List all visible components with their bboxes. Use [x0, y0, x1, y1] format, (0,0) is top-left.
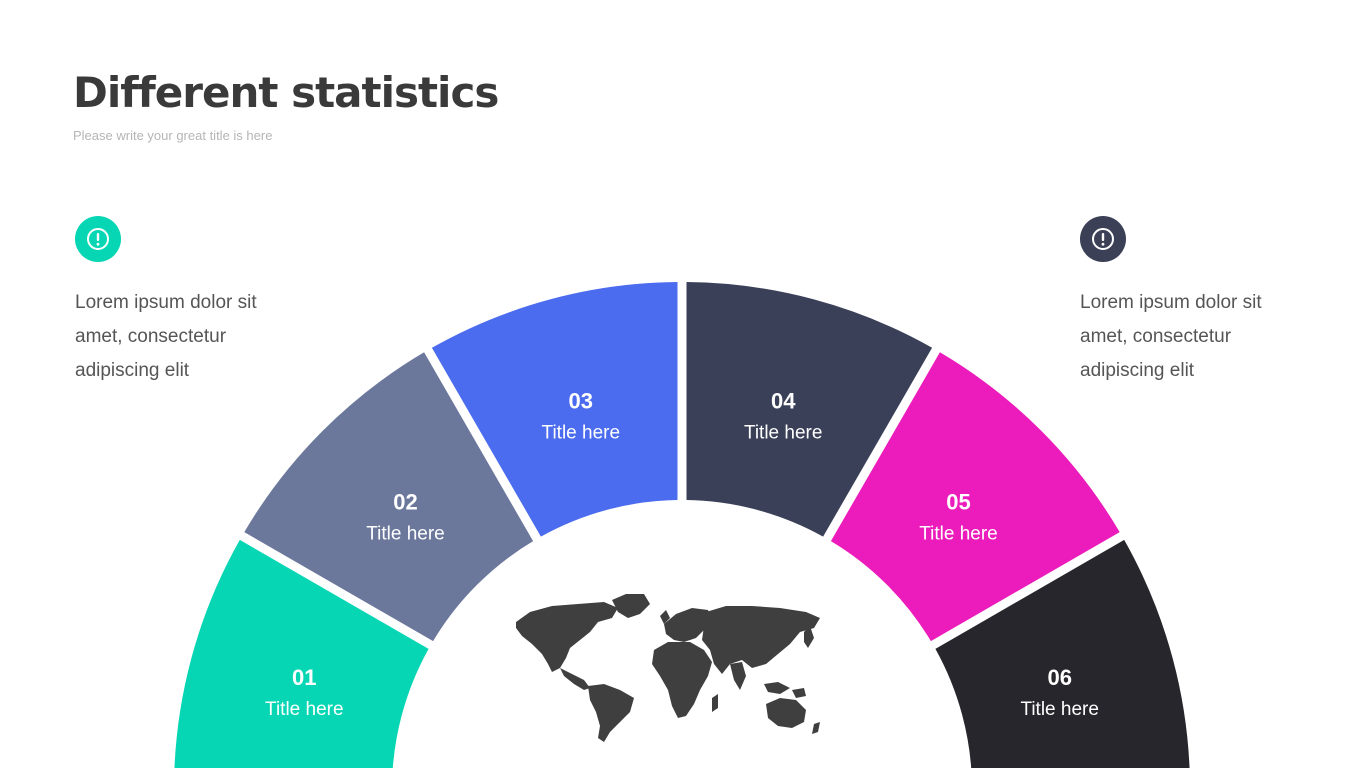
segment-number: 01: [292, 665, 316, 690]
segment-05: 05 Title here: [830, 352, 1120, 642]
exclamation-icon: [1080, 216, 1126, 262]
segment-label: Title here: [744, 422, 823, 443]
left-note-line: adipiscing elit: [75, 360, 190, 381]
page-subtitle: Please write your great title is here: [73, 128, 273, 143]
left-note-line: amet, consectetur: [75, 326, 227, 347]
right-note-line: adipiscing elit: [1080, 360, 1195, 381]
segment-number: 06: [1047, 665, 1071, 690]
segment-shape: [174, 539, 429, 768]
segment-shape: [935, 539, 1190, 768]
segment-shape: [686, 282, 933, 537]
page-title: Different statistics: [73, 68, 499, 117]
segment-shape: [830, 352, 1120, 642]
segment-label: Title here: [265, 699, 344, 720]
right-note-line: amet, consectetur: [1080, 326, 1232, 347]
right-note-text: Lorem ipsum dolor sit amet, consectetur …: [1080, 286, 1300, 388]
segment-label: Title here: [1020, 699, 1099, 720]
segment-shape: [431, 282, 678, 537]
segment-number: 02: [393, 490, 417, 515]
segment-01: 01 Title here: [174, 539, 429, 768]
segment-label: Title here: [919, 524, 998, 545]
left-note-text: Lorem ipsum dolor sit amet, consectetur …: [75, 286, 295, 388]
segment-02: 02 Title here: [244, 352, 534, 642]
segment-number: 03: [569, 388, 593, 413]
segment-number: 04: [771, 388, 796, 413]
world-map-icon: [516, 594, 820, 742]
segment-06: 06 Title here: [935, 539, 1190, 768]
right-note-line: Lorem ipsum dolor sit: [1080, 292, 1262, 313]
segment-04: 04 Title here: [686, 282, 933, 537]
segment-label: Title here: [366, 524, 445, 545]
segment-label: Title here: [542, 422, 621, 443]
exclamation-icon: [75, 216, 121, 262]
segment-03: 03 Title here: [431, 282, 678, 537]
segment-shape: [244, 352, 534, 642]
segment-number: 05: [946, 490, 970, 515]
left-note-line: Lorem ipsum dolor sit: [75, 292, 257, 313]
